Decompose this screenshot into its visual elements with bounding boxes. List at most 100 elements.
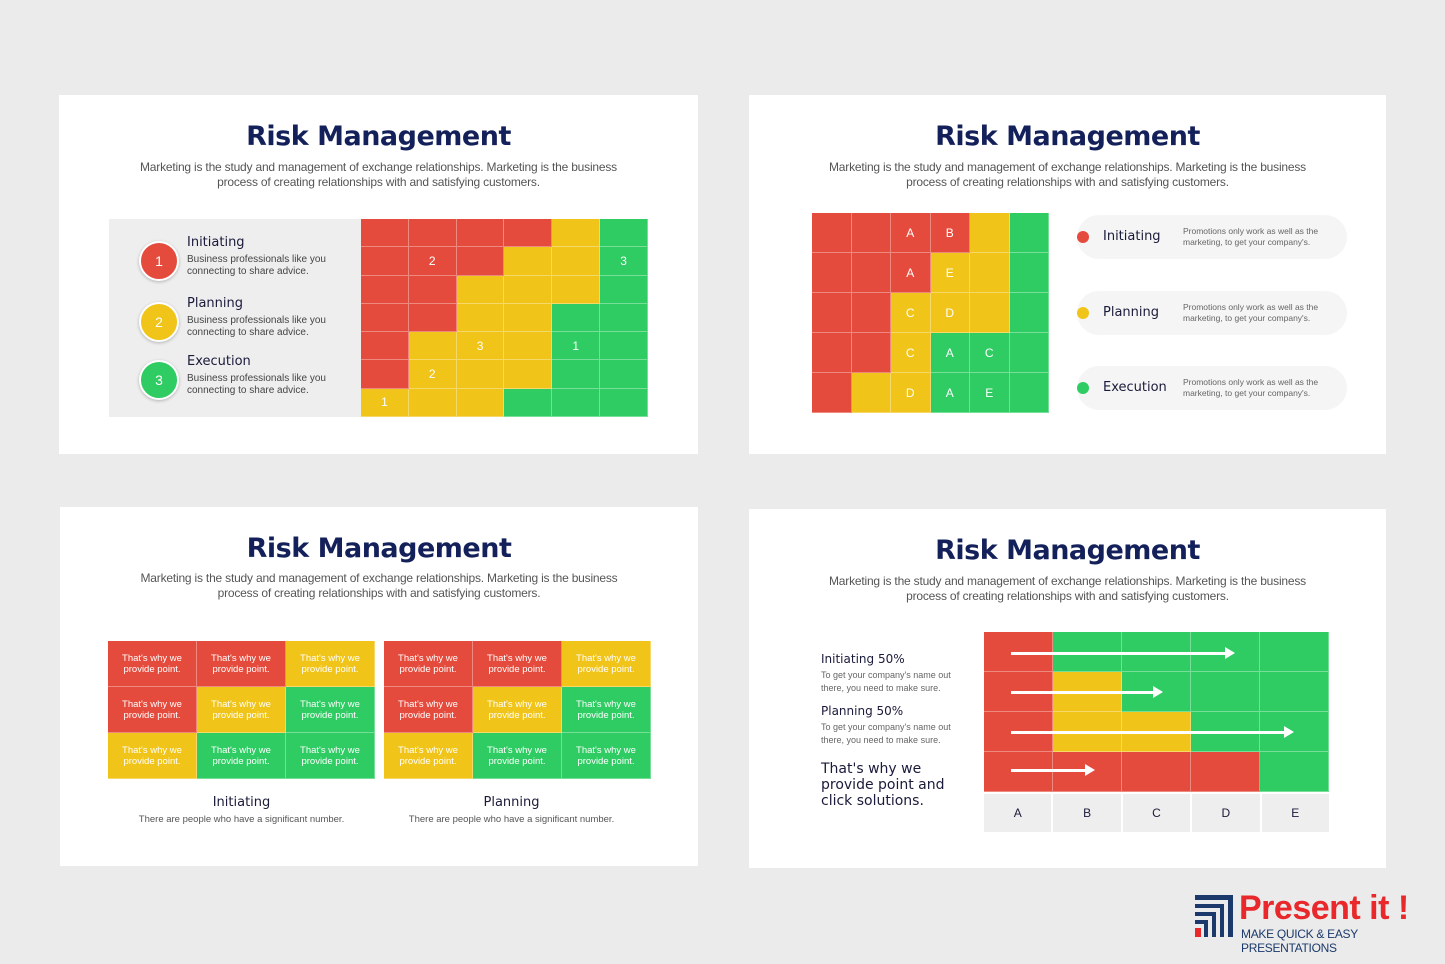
matrix-cell: 3 <box>456 332 505 361</box>
matrix-cell: That's why we provide point. <box>562 641 651 687</box>
matrix-cell <box>600 332 648 361</box>
matrix-cell <box>408 275 457 304</box>
risk-progress-matrix <box>984 632 1329 792</box>
callout-text: That's why we provide point and click so… <box>821 761 945 809</box>
matrix-cell <box>408 332 457 361</box>
matrix-cell: That's why we provide point. <box>473 641 562 687</box>
matrix-cell: A <box>930 333 970 373</box>
step-number-badge: 2 <box>139 302 179 342</box>
matrix-cell: 2 <box>408 247 457 276</box>
matrix-cell <box>552 219 601 248</box>
legend-item-execution: 3 Execution Business professionals like … <box>139 354 359 404</box>
slide-title: Risk Management <box>246 121 511 152</box>
slide-subtitle: Marketing is the study and management of… <box>140 160 617 189</box>
dot-icon <box>1077 382 1089 394</box>
matrix-cell: That's why we provide point. <box>562 687 651 733</box>
matrix-cell <box>600 219 648 248</box>
legend-title: Execution <box>187 354 251 369</box>
legend-pill-initiating: Initiating Promotions only work as well … <box>1077 215 1347 259</box>
step-number-badge: 1 <box>139 241 179 281</box>
matrix-cell: That's why we provide point. <box>384 641 473 687</box>
matrix-cell: B <box>930 213 970 253</box>
matrix-cell <box>504 388 553 417</box>
column-label: B <box>1053 794 1121 832</box>
matrix-cell <box>456 360 505 389</box>
matrix-cell <box>970 213 1010 253</box>
column-label: D <box>1192 794 1260 832</box>
matrix-cell <box>361 303 409 333</box>
legend-description: Business professionals like you connecti… <box>187 315 326 338</box>
block-description: To get your company's name out there, yo… <box>821 722 951 745</box>
logo-tagline: MAKE QUICK & EASY PRESENTATIONS <box>1241 927 1358 955</box>
matrix-cell <box>600 388 648 417</box>
matrix-cell: A <box>930 373 970 413</box>
pill-label: Planning <box>1103 305 1159 320</box>
pill-description: Promotions only work as well as the mark… <box>1183 226 1319 247</box>
matrix-cell <box>1009 333 1049 373</box>
matrix-cell <box>408 388 457 417</box>
arrow-icon <box>1011 764 1095 776</box>
grid-caption: Initiating <box>212 795 271 810</box>
column-label: E <box>1261 794 1329 832</box>
matrix-cell: That's why we provide point. <box>197 687 286 733</box>
matrix-cell <box>456 388 505 417</box>
matrix-cell <box>1260 752 1329 792</box>
matrix-cell <box>851 293 891 333</box>
logo-mark-icon <box>1195 895 1233 937</box>
matrix-cell <box>408 219 457 248</box>
matrix-cell: That's why we provide point. <box>473 733 562 779</box>
matrix-cell <box>504 303 553 333</box>
matrix-cell <box>812 333 852 373</box>
slide-title: Risk Management <box>935 121 1200 152</box>
matrix-cell: C <box>970 333 1010 373</box>
matrix-cell <box>812 213 852 253</box>
matrix-cell <box>970 253 1010 293</box>
matrix-cell <box>1191 752 1260 792</box>
matrix-cell: That's why we provide point. <box>286 687 375 733</box>
matrix-cell <box>812 253 852 293</box>
legend-title: Planning <box>187 296 243 311</box>
matrix-cell <box>504 275 553 304</box>
matrix-cell <box>970 293 1010 333</box>
column-label: A <box>984 794 1052 832</box>
column-labels: A B C D E <box>984 794 1329 832</box>
slide-3: Risk Management Marketing is the study a… <box>60 507 698 866</box>
block-title: Planning 50% <box>821 704 904 718</box>
matrix-cell: That's why we provide point. <box>286 641 375 687</box>
matrix-cell: A <box>891 253 931 293</box>
slide-subtitle: Marketing is the study and management of… <box>829 160 1306 189</box>
matrix-cell: That's why we provide point. <box>286 733 375 779</box>
legend-pill-planning: Planning Promotions only work as well as… <box>1077 291 1347 335</box>
risk-grid-planning: That's why we provide point. That's why w… <box>384 641 651 779</box>
matrix-cell: That's why we provide point. <box>197 733 286 779</box>
text-block-initiating: Initiating 50% To get your company's nam… <box>821 652 961 695</box>
matrix-cell: That's why we provide point. <box>473 687 562 733</box>
arrow-icon <box>1011 726 1294 738</box>
pill-label: Execution <box>1103 380 1167 395</box>
block-description: To get your company's name out there, yo… <box>821 670 951 693</box>
matrix-cell: D <box>891 373 931 413</box>
slide-title: Risk Management <box>246 533 512 564</box>
matrix-cell <box>851 253 891 293</box>
matrix-cell <box>361 219 409 248</box>
matrix-cell: That's why we provide point. <box>197 641 286 687</box>
matrix-cell <box>812 293 852 333</box>
matrix-cell: C <box>891 333 931 373</box>
matrix-cell <box>1260 632 1329 672</box>
dot-icon <box>1077 231 1089 243</box>
step-number-badge: 3 <box>139 360 179 400</box>
matrix-cell <box>504 332 553 361</box>
matrix-cell: That's why we provide point. <box>108 687 197 733</box>
text-block-planning: Planning 50% To get your company's name … <box>821 704 961 747</box>
matrix-cell <box>600 360 648 389</box>
matrix-cell <box>504 247 553 276</box>
matrix-cell <box>361 247 409 276</box>
matrix-cell <box>552 360 601 389</box>
matrix-cell <box>984 752 1053 792</box>
legend-description: Business professionals like you connecti… <box>187 254 326 277</box>
matrix-cell <box>552 247 601 276</box>
legend-title: Initiating <box>187 235 245 250</box>
matrix-cell: A <box>891 213 931 253</box>
matrix-cell: C <box>891 293 931 333</box>
